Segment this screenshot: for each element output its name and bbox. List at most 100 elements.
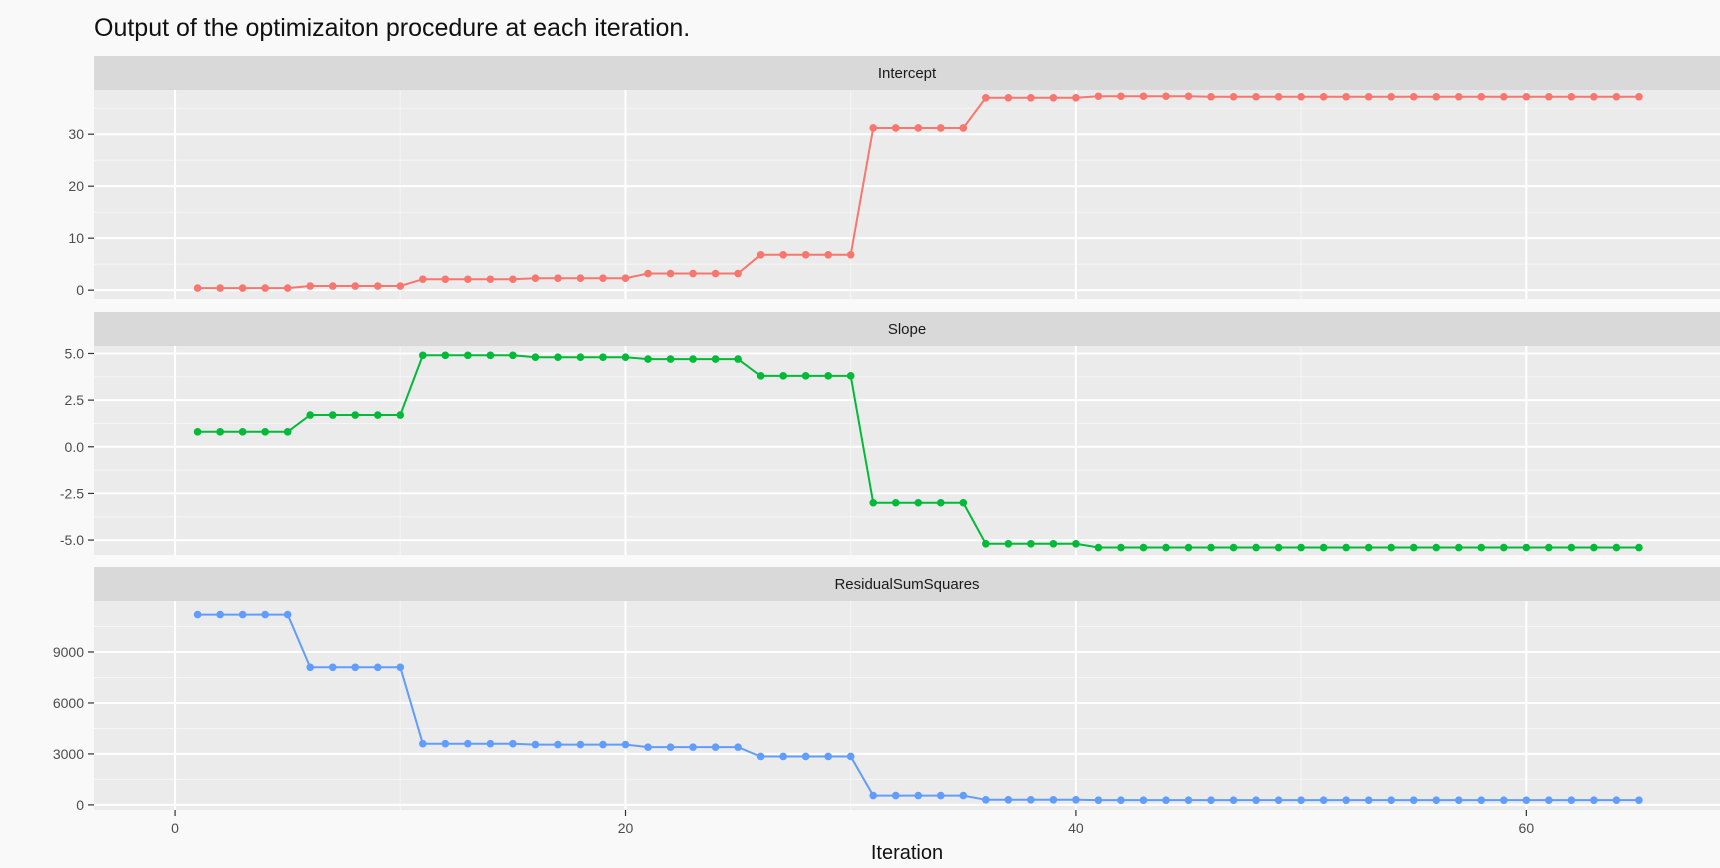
data-point (1207, 543, 1215, 552)
data-point (1545, 543, 1553, 552)
data-point (936, 124, 945, 132)
data-point (464, 275, 472, 284)
data-point (689, 743, 697, 751)
data-point (914, 498, 923, 507)
data-point (869, 791, 878, 800)
data-point (1139, 796, 1148, 804)
data-point (824, 372, 832, 380)
data-point (1049, 540, 1058, 548)
data-point (1162, 543, 1170, 552)
y-tick-label: 10 (68, 230, 84, 246)
data-point (891, 791, 900, 800)
data-point (779, 372, 787, 380)
data-point (1072, 796, 1080, 804)
data-point (1049, 796, 1058, 804)
data-point (1252, 796, 1260, 804)
panel-residualsumsquares: ResidualSumSquares 0 3000 6000 9000 (53, 567, 1720, 813)
data-point (1454, 543, 1463, 552)
data-point (261, 610, 269, 619)
x-tick-label: 20 (618, 820, 634, 836)
data-point (711, 355, 720, 363)
data-point (486, 275, 495, 284)
data-point (306, 411, 314, 419)
data-point (1432, 543, 1441, 552)
y-tick-label: 2.5 (65, 392, 85, 408)
data-point (734, 355, 742, 363)
data-point (1590, 796, 1598, 804)
data-point (464, 739, 472, 748)
data-point (193, 610, 202, 619)
data-point (1387, 543, 1395, 552)
data-point (779, 752, 787, 761)
data-point (306, 663, 314, 672)
data-point (644, 743, 652, 751)
data-point (464, 351, 472, 360)
data-point (621, 274, 630, 283)
x-tick-label: 40 (1068, 820, 1084, 836)
y-tick-label: 0 (76, 282, 84, 298)
data-point (193, 428, 202, 436)
data-point (959, 498, 968, 507)
data-point (1522, 543, 1531, 552)
data-point (982, 93, 990, 102)
data-point (328, 411, 337, 419)
data-point (486, 351, 495, 360)
data-point (711, 269, 720, 278)
data-point (1567, 796, 1576, 804)
y-tick-label: 9000 (53, 644, 84, 660)
data-point (283, 284, 292, 292)
data-point (373, 663, 382, 672)
data-point (554, 353, 562, 361)
data-point (306, 282, 314, 290)
data-point (1500, 796, 1508, 804)
data-point (756, 372, 765, 380)
data-point (531, 353, 540, 361)
data-point (1612, 543, 1621, 552)
facet-label: Intercept (878, 65, 937, 82)
data-point (1184, 92, 1193, 101)
data-point (891, 498, 900, 507)
data-point (1229, 92, 1238, 101)
data-point (351, 282, 360, 290)
data-point (238, 428, 247, 436)
data-point (1432, 92, 1441, 101)
data-point (779, 251, 787, 259)
data-point (644, 355, 652, 363)
data-point (1545, 92, 1553, 101)
data-point (1117, 796, 1125, 804)
data-point (531, 740, 540, 749)
data-point (1567, 543, 1576, 552)
data-point (1229, 796, 1238, 804)
data-point (1274, 796, 1283, 804)
x-axis-label: Iteration (871, 842, 943, 864)
data-point (644, 269, 652, 278)
data-point (621, 353, 630, 361)
data-point (1454, 92, 1463, 101)
data-point (914, 124, 923, 132)
data-point (509, 739, 517, 748)
data-point (689, 355, 697, 363)
data-point (1184, 796, 1193, 804)
data-point (846, 752, 855, 761)
data-point (351, 411, 360, 419)
panel-background (94, 346, 1720, 555)
data-point (734, 269, 742, 278)
data-point (554, 274, 562, 283)
data-point (1027, 796, 1035, 804)
data-point (351, 663, 360, 672)
data-point (666, 269, 675, 278)
data-point (1072, 93, 1080, 102)
data-point (599, 274, 607, 283)
data-point (441, 275, 450, 284)
data-point (982, 540, 990, 548)
data-point (936, 498, 945, 507)
data-point (1162, 796, 1170, 804)
data-point (419, 275, 427, 284)
data-point (576, 274, 585, 283)
data-point (576, 353, 585, 361)
data-point (554, 740, 562, 749)
data-point (959, 791, 968, 800)
data-point (1387, 92, 1395, 101)
data-point (756, 752, 765, 761)
data-point (441, 739, 450, 748)
